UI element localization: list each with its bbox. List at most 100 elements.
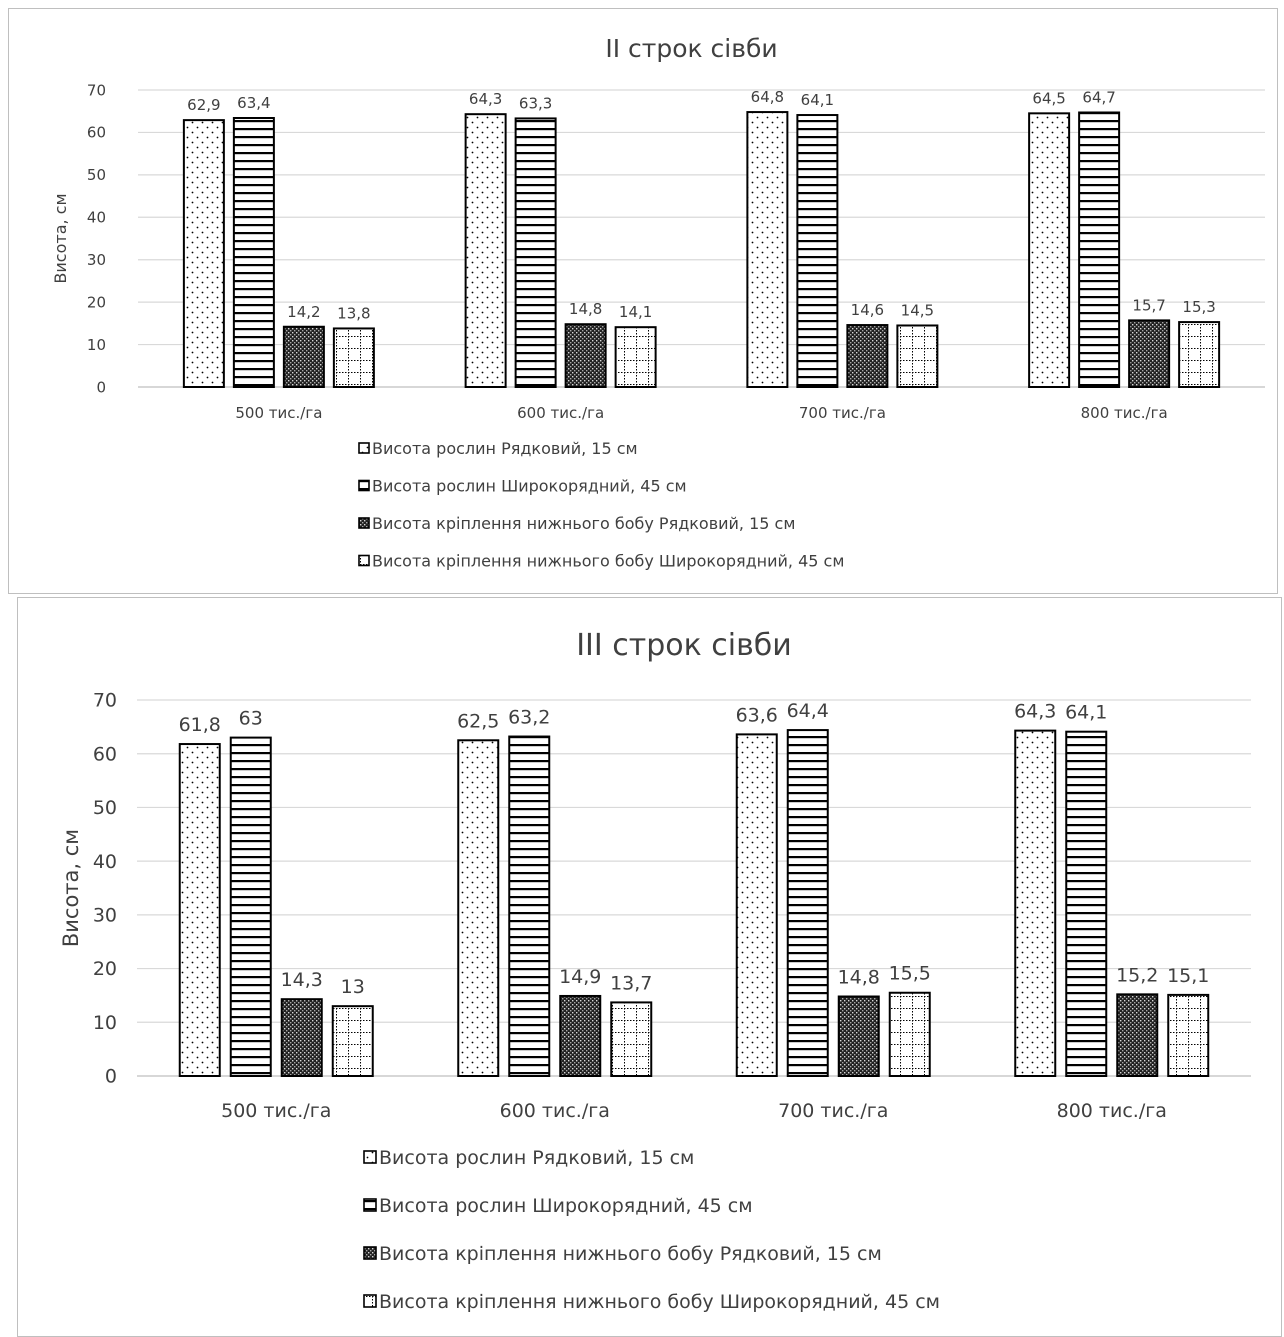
bar-series-3 — [846, 324, 889, 389]
y-tick-label: 30 — [93, 905, 117, 927]
data-label: 62,5 — [457, 710, 499, 732]
legend-swatch-3 — [358, 517, 370, 529]
chart-title: III строк сівби — [576, 628, 792, 663]
data-label: 61,8 — [179, 714, 221, 736]
bar-series-2 — [508, 735, 551, 1077]
y-axis-label: Висота, см — [59, 829, 83, 947]
data-label: 64,3 — [469, 90, 502, 108]
legend-swatch-1 — [363, 1150, 377, 1164]
y-tick-label: 70 — [93, 690, 117, 712]
data-label: 14,8 — [838, 967, 880, 989]
data-label: 63,3 — [519, 94, 552, 112]
chart-iii: III строк сівби 0 10 20 30 40 50 60 70 Висота, см… — [59, 628, 1251, 1313]
data-label: 63,6 — [736, 704, 778, 726]
legend-label-4: Висота кріплення нижнього бобу Широкоряд… — [372, 552, 844, 571]
bar-series-3 — [282, 325, 325, 389]
bar-series-1 — [1014, 729, 1057, 1077]
data-label: 14,2 — [287, 303, 320, 321]
bar-series-3 — [837, 995, 880, 1078]
legend-label-1: Висота рослин Рядковий, 15 см — [372, 439, 638, 458]
bar-series-1 — [457, 739, 500, 1077]
bar-series-1 — [464, 113, 507, 388]
bar-series-1 — [182, 119, 225, 388]
bar-series-3 — [1128, 319, 1171, 388]
x-tick-label: 800 тис./га — [1057, 1100, 1167, 1122]
y-tick-label: 0 — [96, 378, 106, 396]
x-tick-label: 500 тис./га — [221, 1100, 331, 1122]
bar-series-2 — [1065, 730, 1108, 1077]
bar-series-3 — [559, 994, 602, 1077]
data-label: 64,1 — [801, 91, 834, 109]
legend-swatch-2 — [358, 479, 370, 492]
data-label: 64,4 — [787, 700, 829, 722]
data-label: 14,3 — [281, 969, 323, 991]
data-label: 15,2 — [1116, 964, 1158, 986]
chart-ii: II строк сівби 0 10 20 30 40 50 60 70 Висота, см 6… — [51, 34, 1265, 571]
y-tick-label: 50 — [93, 797, 117, 819]
bar-series-4 — [1167, 993, 1210, 1077]
legend-label-3: Висота кріплення нижнього бобу Рядковий,… — [372, 514, 795, 533]
y-tick-label: 10 — [93, 1012, 117, 1034]
bar-series-2 — [232, 117, 275, 388]
x-tick-label: 600 тис./га — [517, 404, 604, 422]
x-tick-label: 700 тис./га — [778, 1100, 888, 1122]
data-label: 15,5 — [889, 963, 931, 985]
bar-series-2 — [1078, 111, 1121, 388]
y-tick-label: 40 — [93, 851, 117, 873]
bar-series-2 — [514, 117, 557, 388]
data-label: 64,5 — [1032, 89, 1065, 107]
data-label: 13,8 — [337, 304, 370, 322]
legend-label-2: Висота рослин Широкорядний, 45 см — [379, 1195, 753, 1217]
bar-series-4 — [1178, 321, 1221, 388]
y-tick-label: 50 — [87, 166, 106, 184]
data-label: 14,8 — [569, 300, 602, 318]
legend-swatch-4 — [363, 1294, 377, 1308]
bar-series-2 — [796, 114, 839, 388]
y-tick-label: 20 — [87, 293, 106, 311]
bar-series-1 — [746, 111, 789, 388]
data-label: 14,6 — [851, 301, 884, 319]
data-label: 13,7 — [610, 972, 652, 994]
data-label: 64,8 — [751, 88, 784, 106]
data-label: 15,1 — [1167, 965, 1209, 987]
legend-label-3: Висота кріплення нижнього бобу Рядковий,… — [379, 1243, 882, 1265]
y-tick-label: 60 — [93, 743, 117, 765]
bar-series-2 — [786, 729, 829, 1078]
data-label: 63,2 — [508, 707, 550, 729]
bar-series-4 — [610, 1001, 653, 1078]
bar-series-1 — [735, 733, 778, 1077]
y-tick-label: 0 — [105, 1066, 117, 1088]
x-tick-label: 600 тис./га — [500, 1100, 610, 1122]
legend-swatch-4 — [358, 554, 370, 567]
x-tick-label: 700 тис./га — [799, 404, 886, 422]
y-tick-label: 10 — [87, 336, 106, 354]
bar-series-4 — [332, 327, 375, 389]
bar-series-4 — [888, 991, 931, 1077]
y-tick-label: 20 — [93, 958, 117, 980]
legend-swatch-1 — [358, 442, 370, 454]
legend-swatch-3 — [363, 1246, 377, 1260]
bar-series-1 — [178, 743, 221, 1077]
bar-series-2 — [229, 736, 272, 1077]
bar-series-3 — [1116, 993, 1159, 1078]
y-tick-label: 70 — [87, 81, 106, 99]
data-label: 14,1 — [619, 303, 652, 321]
bar-series-3 — [564, 323, 607, 389]
y-tick-label: 30 — [87, 251, 106, 269]
legend-label-2: Висота рослин Широкорядний, 45 см — [372, 477, 687, 496]
legend-label-1: Висота рослин Рядковий, 15 см — [379, 1147, 694, 1169]
x-tick-label: 500 тис./га — [235, 404, 322, 422]
bar-series-4 — [614, 326, 657, 389]
bar-series-3 — [280, 998, 323, 1078]
data-label: 63 — [239, 708, 263, 730]
data-label: 62,9 — [187, 96, 220, 114]
data-label: 64,7 — [1082, 88, 1115, 106]
data-label: 63,4 — [237, 94, 270, 112]
data-label: 13 — [341, 976, 365, 998]
data-label: 64,3 — [1014, 701, 1056, 723]
legend-label-4: Висота кріплення нижнього бобу Широкоряд… — [379, 1291, 940, 1313]
data-label: 15,7 — [1132, 296, 1165, 314]
data-label: 64,1 — [1065, 702, 1107, 724]
chart-title: II строк сівби — [605, 34, 777, 63]
